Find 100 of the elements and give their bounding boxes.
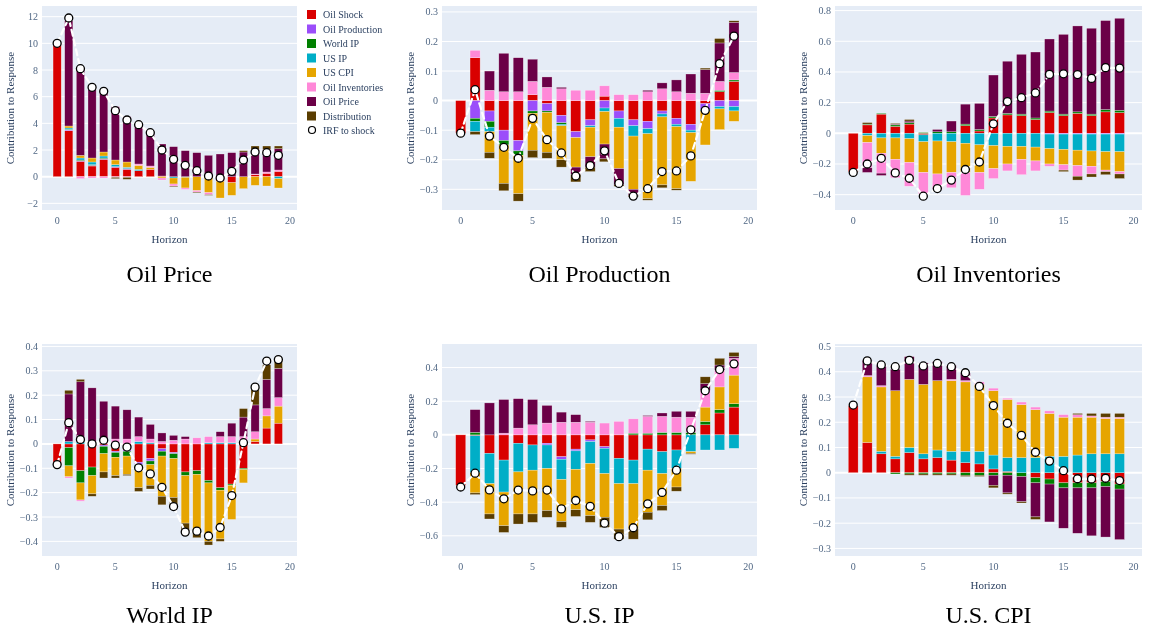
x-axis-title: Horizon [581,233,619,245]
y-tick-label: −0.4 [812,189,831,201]
x-tick-label: 15 [671,561,682,572]
x-tick-label: 20 [285,561,296,572]
x-tick-label: 10 [599,561,610,572]
legend-label: World IP [323,38,360,49]
x-tick-label: 0 [54,561,60,572]
y-axis-title: Contribution to Response [4,51,16,165]
x-tick-label: 20 [1128,215,1139,226]
y-tick-label: 4 [33,117,38,129]
y-tick-label: −0.2 [419,463,438,475]
y-tick-label: 10 [28,37,38,49]
legend-label: Oil Shock [323,9,364,20]
y-tick-label: 0.4 [25,340,38,352]
y-tick-label: −0.4 [419,496,438,508]
y-tick-label: −0.3 [19,511,38,523]
x-tick-label: 15 [1058,215,1069,226]
x-tick-label: 10 [168,215,179,226]
x-tick-label: 20 [1128,561,1139,572]
y-axis-title: Contribution to Response [797,393,809,507]
y-tick-label: 0.1 [425,65,438,77]
y-tick-label: −0.6 [419,530,438,542]
y-tick-label: 0 [826,467,831,479]
y-tick-label: 6 [33,91,38,103]
y-tick-label: 0.6 [818,35,831,47]
y-axis-title: Contribution to Response [797,51,809,165]
y-tick-label: 0.4 [818,366,831,378]
x-tick-label: 15 [226,215,237,226]
x-tick-label: 15 [1058,561,1069,572]
y-axis-title: Contribution to Response [404,51,416,165]
x-tick-label: 10 [988,561,999,572]
y-tick-label: −0.2 [812,517,831,529]
x-tick-label: 10 [168,561,179,572]
y-tick-label: 0.3 [425,6,438,18]
legend-label: Distribution [323,110,372,122]
y-tick-label: 0 [33,438,38,450]
x-tick-label: 0 [850,561,856,572]
legend-label: Oil Price [323,96,360,107]
y-tick-label: 0.2 [25,389,38,401]
text: U.S. IP [564,602,635,628]
y-tick-label: −0.3 [812,542,831,554]
y-tick-label: 0.1 [25,414,38,426]
y-tick-label: 0 [433,429,438,441]
legend-label: IRF to shock [323,125,375,136]
y-axis-title: Contribution to Response [404,393,416,507]
x-tick-label: 20 [743,215,754,226]
x-tick-label: 5 [530,561,536,572]
x-tick-label: 5 [530,215,536,226]
y-tick-label: 0 [826,127,831,139]
legend-label: US IP [323,52,348,64]
y-tick-label: −0.4 [19,535,38,547]
legend-label: Oil Inventories [323,81,384,93]
x-axis-title: Horizon [970,579,1008,591]
x-tick-label: 5 [920,215,926,226]
y-tick-label: 0.2 [425,395,438,407]
x-tick-label: 0 [850,215,856,226]
y-tick-label: −0.2 [419,154,438,166]
x-axis-title: Horizon [581,579,619,591]
y-tick-label: 0.4 [425,362,438,374]
x-tick-label: 0 [54,215,60,226]
y-tick-label: 0.1 [818,441,831,453]
y-tick-label: −0.2 [19,487,38,499]
x-tick-label: 5 [112,215,118,226]
y-tick-label: 0.4 [818,66,831,78]
y-tick-label: 8 [33,64,38,76]
x-tick-label: 10 [988,215,999,226]
y-axis-title: Contribution to Response [4,393,16,507]
y-tick-label: 0.8 [818,5,831,17]
y-tick-label: −0.1 [419,124,438,136]
x-tick-label: 0 [458,215,464,226]
y-tick-label: 0.3 [818,391,831,403]
x-tick-label: 15 [226,561,237,572]
y-tick-label: 0 [33,171,38,183]
legend-label: Oil Production [323,23,383,35]
x-tick-label: 20 [743,561,754,572]
x-axis-title: Horizon [151,579,189,591]
text: Oil Inventories [916,261,1061,287]
legend-label: US CPI [323,67,354,78]
y-tick-label: 0.2 [425,35,438,47]
y-tick-label: −2 [27,197,38,209]
x-tick-label: 10 [599,215,610,226]
x-tick-label: 5 [112,561,118,572]
y-tick-label: 0.2 [818,97,831,109]
x-axis-title: Horizon [151,233,189,245]
y-tick-label: −0.1 [19,462,38,474]
x-tick-label: 0 [458,561,464,572]
x-tick-label: 20 [285,215,296,226]
text: Oil Price [126,261,213,287]
y-tick-label: 0 [433,95,438,107]
y-tick-label: 0.2 [818,416,831,428]
y-tick-label: −0.3 [419,183,438,195]
y-tick-label: 0.5 [818,341,831,353]
y-tick-label: −0.2 [812,158,831,170]
text: World IP [126,602,213,628]
x-tick-label: 15 [671,215,682,226]
text: U.S. CPI [945,602,1032,628]
y-tick-label: 0.3 [25,365,38,377]
text: Oil Production [528,261,671,287]
y-tick-label: 12 [28,11,38,23]
x-tick-label: 5 [920,561,926,572]
